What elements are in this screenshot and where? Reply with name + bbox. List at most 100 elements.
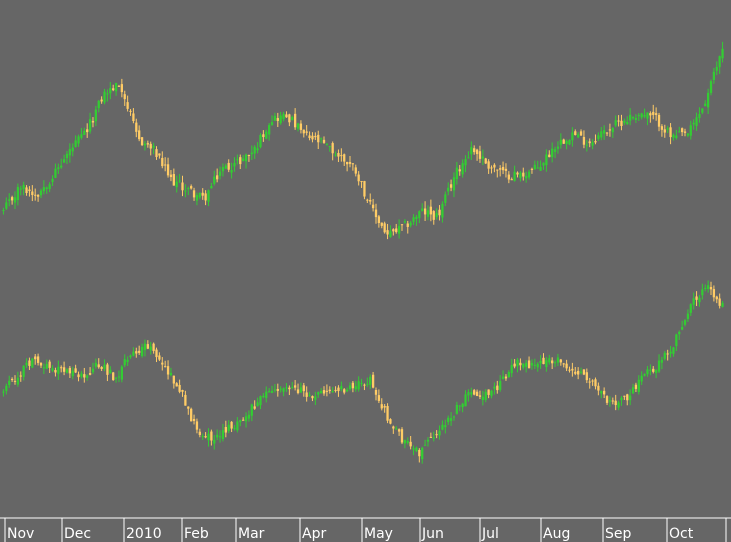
candle-body [496, 169, 499, 171]
candle-body [374, 209, 378, 218]
candle-body [680, 327, 684, 330]
candle-body [103, 91, 106, 103]
candle-body [86, 129, 89, 133]
candle-body [172, 174, 175, 186]
candle-body [493, 386, 496, 389]
candle-body [337, 153, 340, 157]
candle-body [507, 372, 510, 378]
candle-body [233, 163, 236, 167]
candle-body [386, 230, 389, 235]
candle-body [426, 210, 430, 217]
candle-body [527, 171, 531, 178]
candle-body [721, 48, 724, 59]
candle-body [152, 145, 155, 148]
candle-body [19, 188, 22, 190]
candle-body [265, 131, 268, 139]
candle-body [620, 397, 623, 401]
candle-body [683, 131, 687, 133]
candle-body [461, 403, 464, 408]
candle-body [473, 148, 476, 153]
candle-body [351, 163, 355, 165]
candle-body [582, 369, 586, 375]
candle-body [513, 171, 516, 181]
candle-body [467, 392, 470, 396]
candle-body [721, 302, 724, 307]
candle-body [487, 161, 490, 169]
candle-body [571, 132, 574, 141]
candle-body [299, 123, 303, 130]
candle-body [135, 351, 138, 354]
candle-body [112, 372, 115, 381]
candle-body [265, 391, 268, 398]
candle-body [559, 139, 562, 145]
candle-body [496, 385, 499, 391]
candle-body [640, 375, 643, 382]
candle-body [293, 385, 297, 388]
candle-body [207, 190, 210, 202]
candle-body [510, 179, 513, 181]
candle-body [97, 100, 100, 109]
candle-body [695, 117, 698, 126]
candle-body [2, 391, 5, 393]
candle-body [190, 408, 193, 422]
candle-body [626, 394, 629, 401]
candle-body [314, 396, 317, 400]
candle-body [132, 113, 135, 122]
candle-body [302, 385, 305, 392]
candle-body [71, 370, 74, 377]
candle-body [354, 167, 357, 174]
candle-body [224, 427, 227, 433]
candle-body [400, 224, 404, 226]
candle-body [103, 364, 106, 369]
candle-body [340, 155, 343, 157]
candle-body [253, 406, 256, 409]
candle-body [22, 184, 25, 190]
candle-body [112, 88, 115, 91]
candle-body [268, 125, 271, 135]
candle-body [614, 400, 617, 406]
candle-body [268, 391, 271, 393]
candle-body [620, 120, 623, 126]
candle-body [678, 331, 681, 335]
candle-body [660, 359, 664, 363]
candle-body [143, 343, 147, 351]
candle-body [187, 188, 190, 190]
candle-body [478, 151, 482, 159]
candle-body [663, 352, 666, 359]
candle-body [395, 228, 398, 233]
candle-body [444, 194, 447, 203]
candle-body [149, 143, 152, 149]
candle-body [120, 84, 123, 93]
candle-body [236, 421, 239, 431]
candle-body [412, 448, 415, 450]
candle-body [57, 167, 60, 170]
candle-body [97, 364, 100, 368]
candle-body [553, 149, 557, 152]
candle-body [28, 360, 31, 366]
month-label: Apr [302, 526, 326, 542]
candle-body [718, 56, 721, 68]
candle-body [198, 192, 201, 198]
candle-body [629, 114, 632, 121]
candle-body [60, 165, 63, 168]
candle-body [296, 123, 300, 129]
candle-body [351, 382, 355, 389]
candle-body [74, 140, 77, 147]
candle-body [65, 369, 69, 373]
candle-body [654, 113, 658, 115]
candle-body [143, 143, 147, 146]
candle-body [392, 426, 395, 429]
candle-body [371, 374, 375, 388]
candle-body [276, 389, 279, 391]
candle-body [100, 99, 103, 102]
candle-body [91, 368, 95, 373]
candle-body [54, 370, 57, 373]
candle-body [175, 181, 178, 188]
candle-body [94, 362, 98, 367]
candle-body [447, 187, 450, 192]
candle-body [51, 368, 54, 371]
candle-body [712, 71, 716, 80]
candle-body [270, 122, 274, 126]
candle-body [216, 434, 219, 438]
candle-body [597, 385, 600, 391]
